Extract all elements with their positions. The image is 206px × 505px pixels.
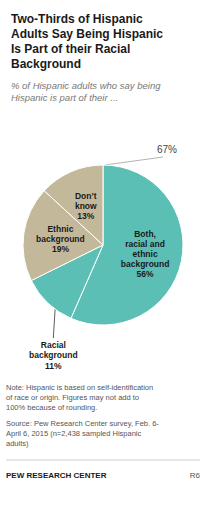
svg-text:Background: Background [11, 57, 81, 71]
svg-text:background: background [29, 350, 78, 360]
svg-text:Both,: Both, [134, 229, 156, 239]
svg-text:background: background [121, 259, 170, 269]
svg-text:of race or origin. Figures may: of race or origin. Figures may not add t… [6, 393, 139, 402]
svg-text:PEW RESEARCH CENTER: PEW RESEARCH CENTER [6, 471, 107, 480]
svg-text:13%: 13% [77, 211, 94, 221]
svg-text:adults): adults) [6, 439, 29, 448]
svg-text:Two-Thirds of Hispanic: Two-Thirds of Hispanic [11, 12, 143, 26]
svg-text:Adults Say Being Hispanic: Adults Say Being Hispanic [11, 27, 163, 41]
svg-text:Note: Hispanic is based on sel: Note: Hispanic is based on self-identifi… [6, 383, 153, 392]
svg-text:100% because of rounding.: 100% because of rounding. [6, 403, 97, 412]
svg-text:Is Part of their Racial: Is Part of their Racial [11, 42, 130, 56]
svg-text:April 6, 2015 (n=2,438 sampled: April 6, 2015 (n=2,438 sampled Hispanic [6, 429, 142, 438]
svg-text:% of Hispanic adults who say b: % of Hispanic adults who say being [11, 80, 161, 91]
svg-text:Source: Pew Research Center su: Source: Pew Research Center survey, Feb.… [6, 419, 159, 428]
svg-text:67%: 67% [157, 144, 177, 155]
svg-text:11%: 11% [45, 361, 62, 371]
svg-text:R6: R6 [190, 471, 201, 480]
svg-text:know: know [75, 201, 97, 211]
svg-text:background: background [36, 234, 85, 244]
svg-text:ethnic: ethnic [133, 249, 158, 259]
svg-text:Don’t: Don’t [75, 191, 97, 201]
svg-text:19%: 19% [52, 244, 69, 254]
svg-text:Hispanic is part of their ...: Hispanic is part of their ... [11, 92, 118, 103]
svg-text:racial and: racial and [125, 239, 165, 249]
svg-text:56%: 56% [137, 269, 154, 279]
svg-text:Racial: Racial [41, 340, 66, 350]
svg-text:Ethnic: Ethnic [47, 224, 73, 234]
